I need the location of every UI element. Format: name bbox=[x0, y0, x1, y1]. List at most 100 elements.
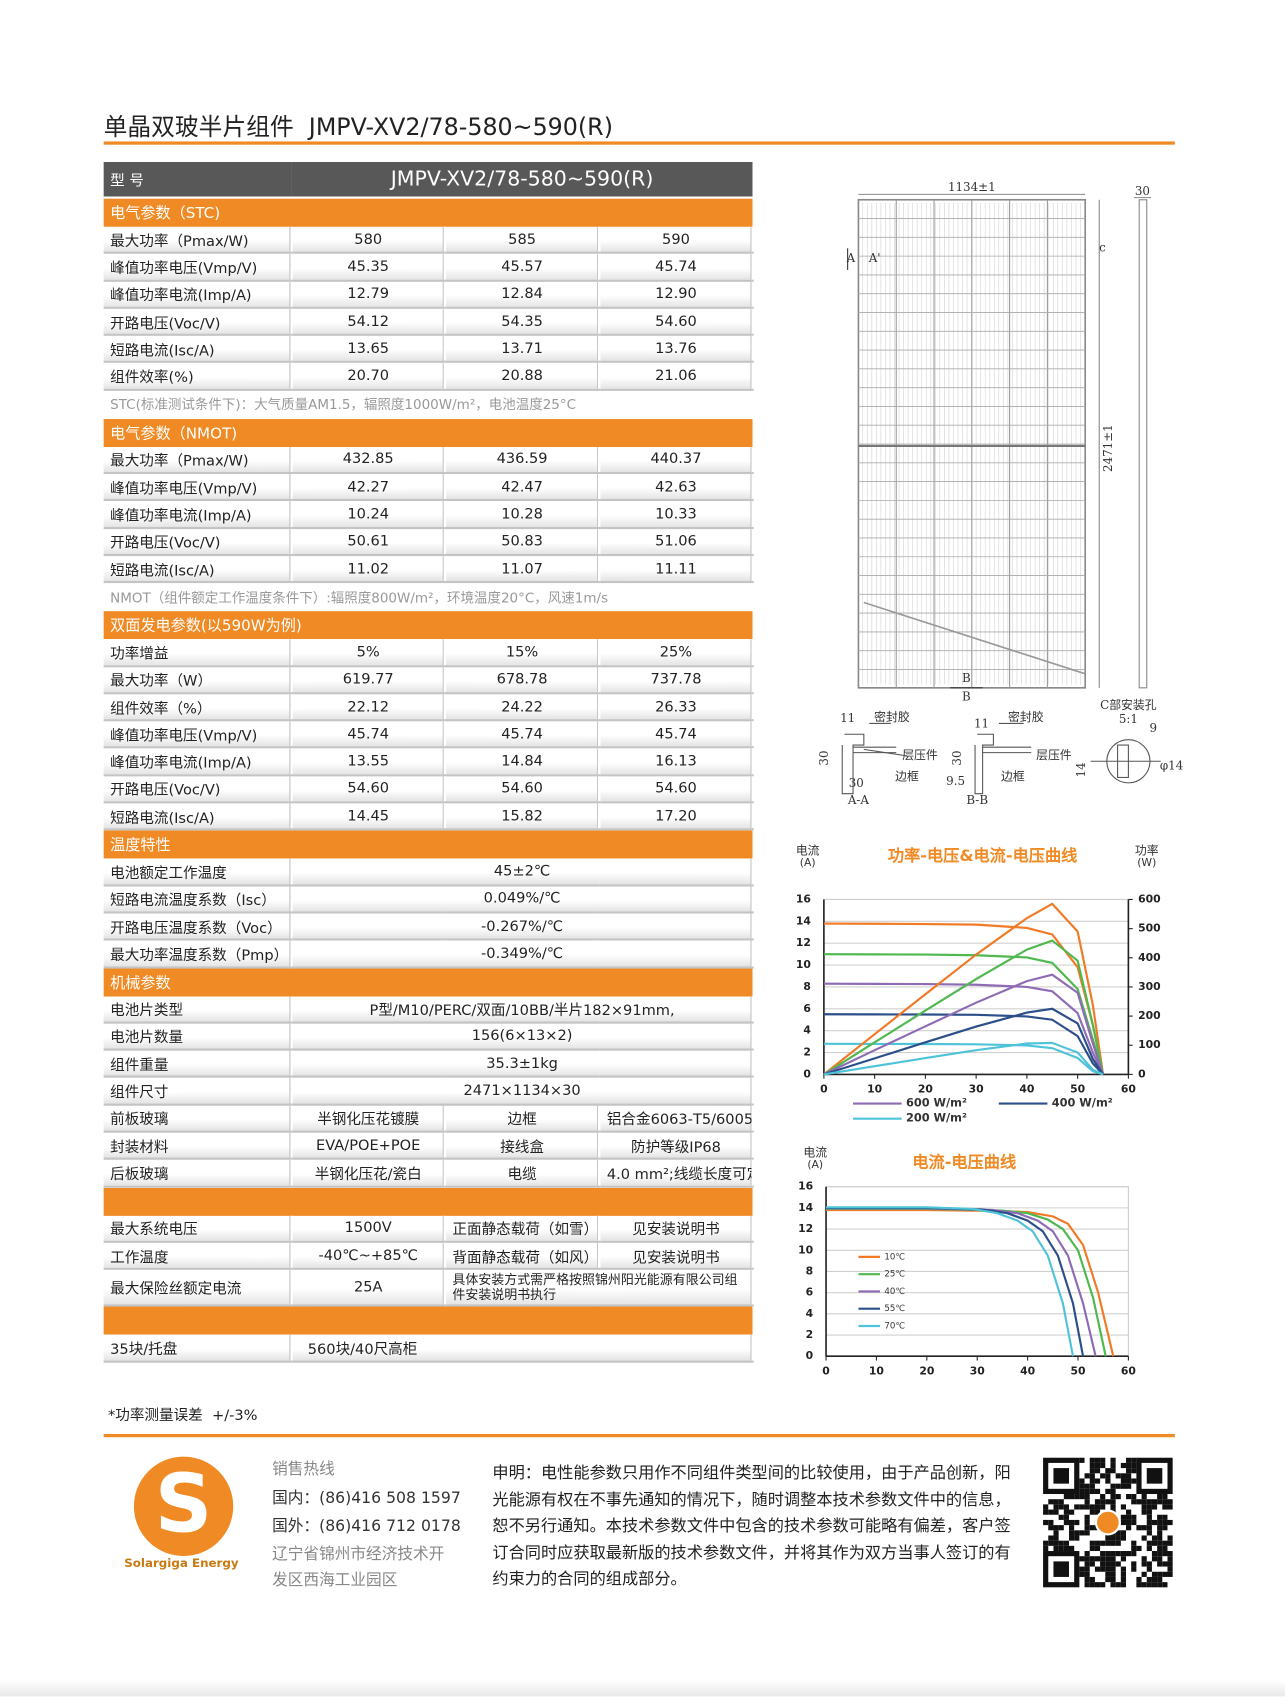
y2-tick-label: 600 bbox=[1138, 892, 1161, 905]
spec-label: 短路电流(Isc/A) bbox=[103, 554, 293, 584]
spec-label: 电池片类型 bbox=[103, 996, 293, 1024]
title-rule bbox=[103, 141, 1175, 145]
x-tick-label: 60 bbox=[1121, 1083, 1136, 1096]
series-line bbox=[823, 1042, 1104, 1076]
qr-module bbox=[1094, 1504, 1101, 1510]
qr-module bbox=[1157, 1494, 1163, 1500]
spec-label: 电池额定工作温度 bbox=[103, 858, 293, 887]
qr-module bbox=[1136, 1499, 1142, 1505]
footer-rule bbox=[103, 1433, 1175, 1438]
spec-row: 组件重量 35.3±1kg bbox=[103, 1049, 754, 1079]
qr-module bbox=[1053, 1525, 1059, 1531]
qr-module bbox=[1089, 1525, 1095, 1531]
spec-value: 14.84 bbox=[444, 747, 601, 777]
spec-row: 封装材料 EVA/POE+POE 接线盒 防护等级IP68 bbox=[103, 1131, 754, 1161]
qr-module bbox=[1157, 1561, 1163, 1567]
qr-module bbox=[1120, 1535, 1127, 1541]
qr-module bbox=[1126, 1473, 1132, 1479]
qr-module bbox=[1089, 1488, 1095, 1495]
qr-module bbox=[1110, 1499, 1116, 1505]
qr-module bbox=[1151, 1535, 1158, 1541]
section-title bbox=[103, 1304, 753, 1335]
qr-module bbox=[1094, 1499, 1101, 1505]
spec-value: 737.78 bbox=[599, 665, 754, 695]
x-tick-label: 40 bbox=[1019, 1083, 1034, 1096]
diagonal bbox=[863, 601, 1086, 675]
spec-value: 50.83 bbox=[444, 527, 601, 557]
qr-module bbox=[1126, 1509, 1132, 1515]
spec-row: 开路电压(Voc/V) 50.61 50.83 51.06 bbox=[103, 527, 754, 557]
spec-value: 22.12 bbox=[291, 693, 446, 722]
dim-label: 2471±1 bbox=[1101, 424, 1115, 472]
qr-module bbox=[1141, 1509, 1147, 1515]
qr-module bbox=[1157, 1551, 1163, 1557]
qr-module bbox=[1053, 1535, 1059, 1541]
spec-label: 开路电压(Voc/V) bbox=[103, 527, 293, 557]
qr-module bbox=[1105, 1576, 1111, 1583]
qr-module bbox=[1094, 1488, 1101, 1495]
qr-module bbox=[1115, 1582, 1121, 1588]
qr-module bbox=[1100, 1540, 1106, 1546]
qr-module bbox=[1100, 1551, 1106, 1557]
logo-letter: S bbox=[155, 1458, 213, 1551]
section-row: 电气参数（NMOT) bbox=[103, 416, 753, 447]
spec-row: 最大功率（Pmax/W) 432.85 436.59 440.37 bbox=[103, 446, 754, 475]
qr-module bbox=[1105, 1488, 1111, 1495]
qr-module bbox=[1084, 1582, 1090, 1588]
spec-value: 11.11 bbox=[599, 554, 754, 584]
spec-value: 10.33 bbox=[599, 500, 754, 529]
qr-module bbox=[1089, 1561, 1095, 1567]
qr-module bbox=[1058, 1499, 1064, 1505]
qr-module bbox=[1120, 1566, 1127, 1572]
section-title: 电气参数（NMOT) bbox=[103, 416, 753, 447]
spec-value: 580 bbox=[291, 226, 446, 255]
frame-profile bbox=[841, 733, 865, 795]
dim-label: 1134±1 bbox=[948, 180, 996, 194]
qr-module bbox=[1162, 1582, 1168, 1588]
qr-module bbox=[1126, 1525, 1132, 1531]
spec-row: 峰值功率电流(Imp/A) 10.24 10.28 10.33 bbox=[103, 500, 754, 529]
qr-module bbox=[1115, 1494, 1121, 1500]
x-tick-label: 40 bbox=[1020, 1364, 1035, 1377]
qr-module bbox=[1089, 1509, 1095, 1515]
spec-label: 最大功率温度系数（Pmp） bbox=[103, 939, 293, 969]
spec-label: 峰值功率电压(Vmp/V) bbox=[103, 473, 293, 502]
qr-module bbox=[1074, 1504, 1080, 1510]
chart-title: 电流-电压曲线 bbox=[912, 1152, 1016, 1171]
y2-tick-label: 100 bbox=[1138, 1038, 1161, 1051]
qr-module bbox=[1146, 1514, 1152, 1520]
section-mark: B bbox=[962, 671, 971, 685]
qr-module bbox=[1089, 1556, 1095, 1562]
qr-module bbox=[1131, 1462, 1137, 1469]
qr-module bbox=[1074, 1535, 1080, 1541]
spec-value: 590 bbox=[599, 226, 754, 255]
qr-module bbox=[1079, 1530, 1085, 1536]
qr-module bbox=[1162, 1540, 1168, 1546]
spec-value: 防护等级IP68 bbox=[599, 1131, 754, 1161]
spec-value: 35.3±1kg bbox=[291, 1049, 754, 1079]
spec-label: 功率增益 bbox=[103, 639, 293, 667]
y-tick-label: 4 bbox=[806, 1307, 814, 1320]
qr-module bbox=[1126, 1462, 1132, 1469]
spec-value: 50.61 bbox=[291, 527, 446, 557]
qr-module bbox=[1105, 1478, 1111, 1484]
spec-row: 开路电压(Voc/V) 54.12 54.35 54.60 bbox=[103, 307, 754, 337]
spec-value: P型/M10/PERC/双面/10BB/半片182×91mm, bbox=[291, 996, 754, 1024]
qr-module bbox=[1157, 1530, 1163, 1536]
qr-module bbox=[1069, 1519, 1075, 1526]
spec-label: 峰值功率电压(Vmp/V) bbox=[103, 252, 293, 282]
qr-module bbox=[1074, 1494, 1080, 1500]
qr-module bbox=[1146, 1499, 1152, 1505]
spec-value: 0.049%/℃ bbox=[291, 885, 754, 914]
qr-module bbox=[1157, 1535, 1163, 1541]
qr-module bbox=[1063, 1519, 1070, 1526]
qr-finder bbox=[1146, 1468, 1163, 1484]
qr-module bbox=[1110, 1571, 1116, 1577]
qr-module bbox=[1167, 1571, 1173, 1577]
qr-module bbox=[1151, 1519, 1158, 1526]
spec-value: 半钢化压花/瓷白 bbox=[291, 1158, 446, 1188]
spec-row: 开路电压温度系数（Voc） -0.267%/℃ bbox=[103, 912, 754, 941]
spec-value: 25% bbox=[599, 639, 754, 667]
spec-value: 42.47 bbox=[444, 473, 601, 502]
dim-label: 9 bbox=[1149, 721, 1157, 735]
